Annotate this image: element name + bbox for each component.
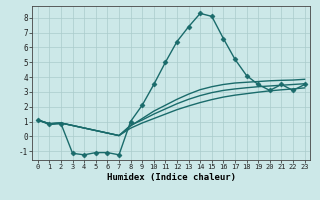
X-axis label: Humidex (Indice chaleur): Humidex (Indice chaleur) — [107, 173, 236, 182]
